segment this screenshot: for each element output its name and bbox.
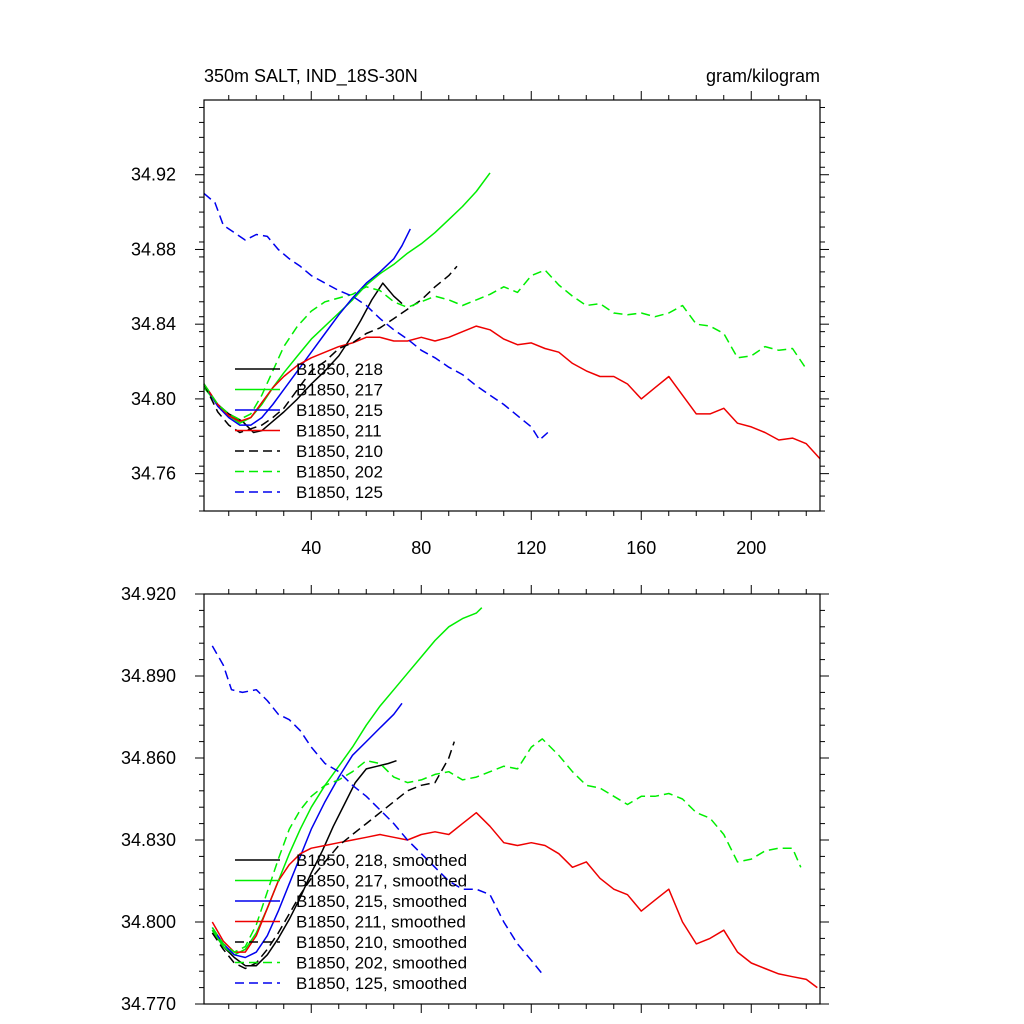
legend-label: B1850, 218, smoothed	[296, 851, 467, 870]
ticks: 40 80 120 160 200 34.76 34.80 34.84 34.88 34.92	[131, 91, 829, 558]
y-tick-label: 34.830	[121, 830, 176, 850]
series-line-6	[203, 192, 549, 441]
series-layer	[203, 172, 821, 460]
series-line-6	[211, 645, 543, 975]
legend-label: B1850, 202, smoothed	[296, 954, 467, 973]
legend-label: B1850, 125, smoothed	[296, 974, 467, 993]
y-tick-label: 34.88	[131, 239, 176, 259]
legend-label: B1850, 217	[296, 381, 383, 400]
legend-label: B1850, 202	[296, 463, 383, 482]
chart-units: gram/kilogram	[706, 66, 820, 86]
y-tick-label: 34.860	[121, 748, 176, 768]
legend-label: B1850, 211, smoothed	[296, 913, 466, 932]
series-line-5	[203, 269, 807, 421]
x-tick-label: 120	[516, 538, 546, 558]
series-line-4	[211, 741, 456, 970]
series-line-5	[211, 738, 802, 953]
chart-bottom: B1850, 218, smoothed B1850, 217, smoothed…	[121, 584, 829, 1014]
y-tick-label: 34.84	[131, 314, 176, 334]
chart-title: 350m SALT, IND_18S-30N	[204, 66, 418, 87]
x-tick-label: 80	[411, 538, 431, 558]
legend-label: B1850, 215	[296, 401, 383, 420]
legend-label: B1850, 215, smoothed	[296, 892, 467, 911]
legend-label: B1850, 211	[296, 422, 382, 441]
y-tick-label: 34.920	[121, 584, 176, 604]
chart-top: 350m SALT, IND_18S-30N gram/kilogram B18…	[131, 66, 829, 558]
ticks: 34.770 34.800 34.830 34.860 34.890 34.920	[121, 584, 829, 1014]
y-tick-label: 34.80	[131, 389, 176, 409]
y-tick-label: 34.890	[121, 666, 176, 686]
series-layer	[211, 607, 818, 989]
x-tick-label: 40	[301, 538, 321, 558]
series-line-0	[211, 759, 397, 967]
series-line-2	[211, 702, 403, 959]
series-line-3	[211, 811, 818, 989]
y-tick-label: 34.76	[131, 464, 176, 484]
x-tick-label: 160	[626, 538, 656, 558]
x-tick-label: 200	[736, 538, 766, 558]
legend-label: B1850, 218	[296, 360, 383, 379]
y-tick-label: 34.92	[131, 165, 176, 185]
legend-label: B1850, 210	[296, 442, 383, 461]
legend-label: B1850, 125	[296, 483, 383, 502]
series-line-0	[203, 282, 403, 434]
legend: B1850, 218, smoothed B1850, 217, smoothed…	[235, 851, 467, 993]
y-tick-label: 34.770	[121, 994, 176, 1014]
plot-frame	[203, 593, 821, 1005]
series-line-3	[203, 325, 821, 460]
series-line-1	[211, 607, 483, 956]
y-tick-label: 34.800	[121, 912, 176, 932]
legend-label: B1850, 217, smoothed	[296, 872, 467, 891]
legend-label: B1850, 210, smoothed	[296, 933, 467, 952]
plot-frame	[203, 99, 821, 512]
